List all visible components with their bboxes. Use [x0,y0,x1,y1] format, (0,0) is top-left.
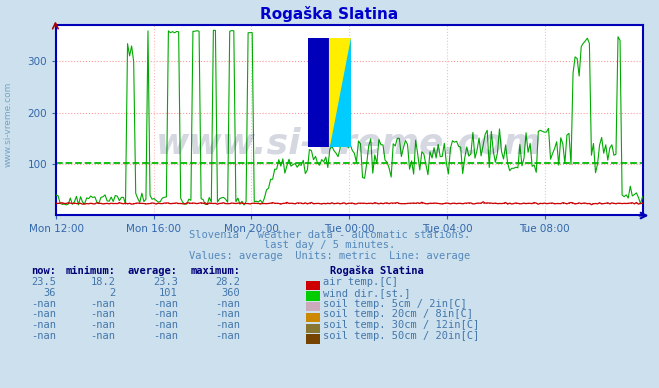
Text: -nan: -nan [215,331,241,341]
Text: -nan: -nan [90,309,115,319]
Text: 36: 36 [43,288,56,298]
Text: Values: average  Units: metric  Line: average: Values: average Units: metric Line: aver… [189,251,470,261]
Text: www.si-vreme.com: www.si-vreme.com [4,81,13,167]
Text: soil temp. 30cm / 12in[C]: soil temp. 30cm / 12in[C] [323,320,479,330]
Text: soil temp. 50cm / 20in[C]: soil temp. 50cm / 20in[C] [323,331,479,341]
Text: 2: 2 [109,288,115,298]
Text: average:: average: [128,265,178,275]
Text: -nan: -nan [90,298,115,308]
Text: 18.2: 18.2 [90,277,115,287]
Text: 101: 101 [159,288,178,298]
Text: soil temp. 20cm / 8in[C]: soil temp. 20cm / 8in[C] [323,309,473,319]
Text: -nan: -nan [153,320,178,330]
Text: last day / 5 minutes.: last day / 5 minutes. [264,240,395,250]
Text: -nan: -nan [215,298,241,308]
Text: soil temp. 5cm / 2in[C]: soil temp. 5cm / 2in[C] [323,298,467,308]
Text: Rogaška Slatina: Rogaška Slatina [330,265,423,275]
Text: -nan: -nan [90,331,115,341]
Text: www.si-vreme.com: www.si-vreme.com [156,126,542,160]
Text: -nan: -nan [215,320,241,330]
Bar [308,38,330,147]
Text: -nan: -nan [31,298,56,308]
Text: -nan: -nan [153,298,178,308]
Text: wind dir.[st.]: wind dir.[st.] [323,288,411,298]
Text: 360: 360 [222,288,241,298]
Text: -nan: -nan [153,309,178,319]
Text: Slovenia / weather data - automatic stations.: Slovenia / weather data - automatic stat… [189,230,470,240]
Text: minimum:: minimum: [65,265,115,275]
Text: 28.2: 28.2 [215,277,241,287]
Text: -nan: -nan [90,320,115,330]
Polygon shape [330,38,351,147]
Text: -nan: -nan [31,309,56,319]
Polygon shape [330,38,351,147]
Text: 23.5: 23.5 [31,277,56,287]
Polygon shape [330,38,351,147]
Bar [330,38,351,93]
Bar [308,38,330,147]
Text: air temp.[C]: air temp.[C] [323,277,398,287]
Text: -nan: -nan [153,331,178,341]
Text: -nan: -nan [31,320,56,330]
Text: 23.3: 23.3 [153,277,178,287]
Text: maximum:: maximum: [190,265,241,275]
Text: Rogaška Slatina: Rogaška Slatina [260,5,399,22]
Text: now:: now: [31,265,56,275]
Text: -nan: -nan [31,331,56,341]
Bar [330,93,351,147]
Text: -nan: -nan [215,309,241,319]
Polygon shape [330,38,351,147]
